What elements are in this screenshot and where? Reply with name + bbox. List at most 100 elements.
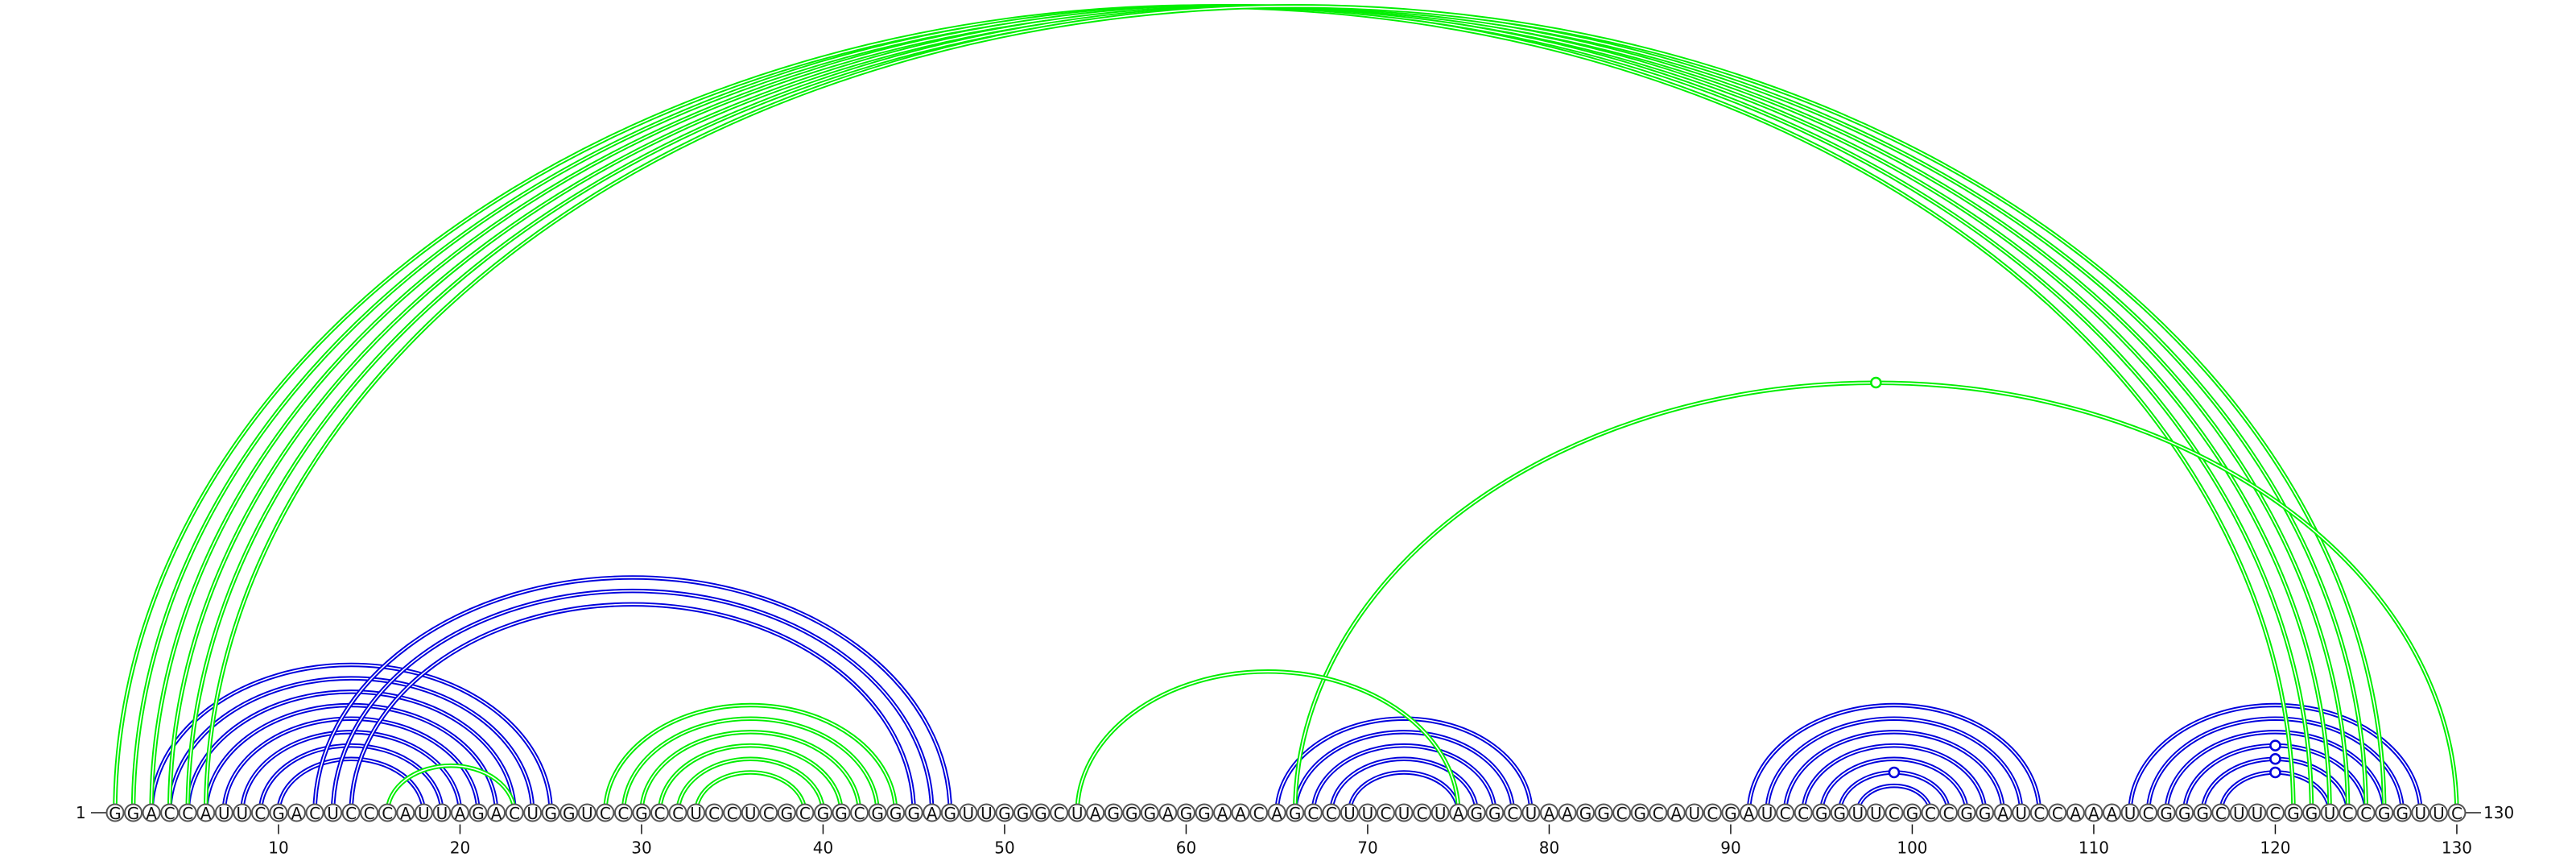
nucleotide-circle <box>1140 803 1159 822</box>
nucleotide-letter: U <box>1071 804 1084 823</box>
blue-arc-inner <box>332 590 933 814</box>
nucleotide-circle <box>2411 803 2430 822</box>
nucleotide-letter: U <box>1852 804 1864 823</box>
nucleotide-circle <box>2175 803 2194 822</box>
nucleotide-circle <box>850 803 869 822</box>
nucleotide-letter: G <box>890 804 902 823</box>
nucleotide-letter: G <box>907 804 920 823</box>
blue-arc-inner <box>1820 758 1967 814</box>
nucleotide-letter: A <box>146 804 157 823</box>
nucleotide-letter: U <box>436 804 448 823</box>
nucleotide-circle <box>1467 803 1486 822</box>
nucleotide-circle <box>1303 803 1323 822</box>
nucleotide-letter: G <box>2306 804 2318 823</box>
nucleotide-circle <box>1721 803 1740 822</box>
nucleotide-circle <box>196 803 216 822</box>
nucleotide-letter: C <box>1307 804 1319 823</box>
nucleotide-letter: U <box>218 804 230 823</box>
tick-label: 90 <box>1720 838 1740 857</box>
nucleotide-circle <box>469 803 488 822</box>
nucleotide-letter: C <box>309 804 320 823</box>
green-arc-outer <box>113 4 2296 814</box>
nucleotide-letter: G <box>1979 804 1992 823</box>
nucleotide-letter: C <box>600 804 611 823</box>
nucleotide-letter: G <box>835 804 848 823</box>
nucleotide-letter: U <box>1362 804 1374 823</box>
nucleotide-circle <box>487 803 506 822</box>
nucleotide-circle <box>2193 803 2212 822</box>
nucleotide-letter: C <box>708 804 720 823</box>
nucleotide-letter: G <box>2378 804 2391 823</box>
green-arc-inner <box>622 718 878 814</box>
nucleotide-circle <box>378 803 397 822</box>
nucleotide-circle <box>2157 803 2176 822</box>
nucleotide-circle <box>2066 803 2085 822</box>
tick-label: 50 <box>994 838 1014 857</box>
nucleotide-circle <box>178 803 197 822</box>
nucleotide-letter: C <box>509 804 520 823</box>
nucleotide-letter: C <box>345 804 357 823</box>
nucleotide-circle <box>650 803 669 822</box>
tick-label: 120 <box>2260 838 2290 857</box>
nucleotide-circle <box>1086 803 1105 822</box>
nucleotide-letter: G <box>272 804 285 823</box>
nucleotide-circle <box>2029 803 2049 822</box>
nucleotide-circle <box>1267 803 1286 822</box>
nucleotide-letter: C <box>2269 804 2281 823</box>
nucleotide-circle <box>1213 803 1232 822</box>
green-arc-outer <box>185 4 2368 814</box>
green-arc-outer <box>657 743 844 814</box>
nucleotide-circle <box>1866 803 1885 822</box>
tick-label: 10 <box>268 838 288 857</box>
nucleotide-circle <box>1776 803 1795 822</box>
nucleotide-letter: C <box>763 804 774 823</box>
nucleotide-letter: G <box>1815 804 1828 823</box>
nucleotide-circle <box>2211 803 2231 822</box>
nucleotide-letter: G <box>1125 804 1138 823</box>
nucleotide-letter: C <box>617 804 629 823</box>
blue-arc-inner <box>1748 704 2041 814</box>
nucleotide-letter: C <box>2360 804 2372 823</box>
nucleotide-circle <box>2048 803 2067 822</box>
nucleotide-letter: G <box>1488 804 1501 823</box>
nucleotide-circle <box>1413 803 1432 822</box>
nucleotide-circle <box>2429 803 2448 822</box>
nucleotide-circle <box>940 803 960 822</box>
base-pair-arcs <box>113 4 2459 814</box>
green-arc-inner <box>204 6 2385 814</box>
nucleotide-letter: G <box>109 804 122 823</box>
nucleotide-circle <box>287 803 306 822</box>
nucleotide-circle <box>2339 803 2358 822</box>
nucleotide-circle <box>886 803 906 822</box>
nucleotide-letter: C <box>1889 804 1900 823</box>
green-arc-outer <box>204 4 2387 814</box>
nucleotide-letter: U <box>1344 804 1356 823</box>
arc-marker <box>2269 753 2281 765</box>
nucleotide-letter: A <box>1162 804 1174 823</box>
nucleotide-letter: G <box>1198 804 1211 823</box>
nucleotide-circle <box>360 803 379 822</box>
nucleotide-letter: U <box>2433 804 2445 823</box>
nucleotide-circle <box>1576 803 1596 822</box>
nucleotide-circle <box>1740 803 1758 822</box>
nucleotide-circle <box>1340 803 1359 822</box>
arc-marker <box>1870 376 1882 389</box>
nucleotide-circle <box>396 803 415 822</box>
nucleotide-circle <box>1503 803 1522 822</box>
nucleotide-letter: G <box>1108 804 1121 823</box>
tick-label: 30 <box>631 838 651 857</box>
nucleotide-letter: G <box>781 804 794 823</box>
nucleotide-circle <box>1630 803 1649 822</box>
tick-label: 130 <box>2442 838 2472 857</box>
nucleotide-circle <box>450 803 469 822</box>
nucleotide-letter: U <box>1435 804 1447 823</box>
nucleotide-letter: U <box>1689 804 1701 823</box>
nucleotide-circle <box>2302 803 2322 822</box>
nucleotide-letter: G <box>1633 804 1646 823</box>
nucleotide-circle <box>976 803 996 822</box>
nucleotide-circle <box>214 803 233 822</box>
nucleotide-circle <box>2084 803 2103 822</box>
nucleotide-letter: G <box>1471 804 1484 823</box>
blue-arc-inner <box>1857 785 1931 814</box>
nucleotide-circle <box>923 803 942 822</box>
